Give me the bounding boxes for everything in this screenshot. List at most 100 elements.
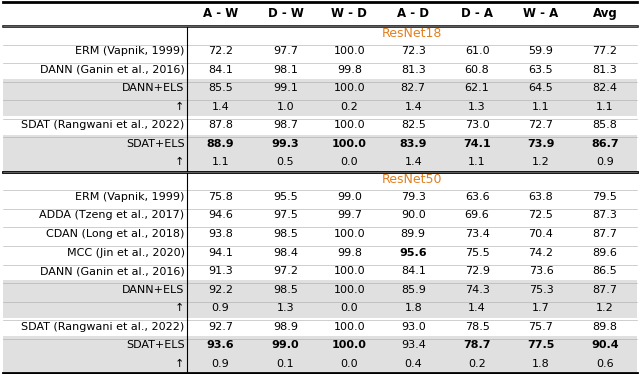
Text: 63.5: 63.5 — [529, 65, 554, 75]
Text: 98.1: 98.1 — [273, 65, 298, 75]
Text: ↑: ↑ — [175, 359, 184, 369]
Text: 1.7: 1.7 — [532, 303, 550, 313]
Text: 60.8: 60.8 — [465, 65, 490, 75]
Text: 1.2: 1.2 — [532, 157, 550, 168]
Bar — [3, 225, 637, 243]
Text: 64.5: 64.5 — [529, 83, 554, 93]
Text: D - A: D - A — [461, 7, 493, 21]
Text: 1.8: 1.8 — [404, 303, 422, 313]
Text: SDAT (Rangwani et al., 2022): SDAT (Rangwani et al., 2022) — [21, 120, 184, 131]
Text: 79.5: 79.5 — [593, 192, 618, 202]
Text: ERM (Vapnik, 1999): ERM (Vapnik, 1999) — [75, 46, 184, 56]
Text: 85.5: 85.5 — [208, 83, 233, 93]
Text: 82.4: 82.4 — [593, 83, 618, 93]
Bar — [3, 42, 637, 60]
Text: ↑: ↑ — [175, 303, 184, 313]
Bar — [3, 153, 637, 172]
Text: 70.4: 70.4 — [529, 229, 554, 239]
Text: 95.6: 95.6 — [399, 248, 427, 258]
Text: 73.6: 73.6 — [529, 266, 554, 276]
Text: 98.9: 98.9 — [273, 322, 298, 332]
Text: 0.1: 0.1 — [276, 359, 294, 369]
Text: CDAN (Long et al., 2018): CDAN (Long et al., 2018) — [46, 229, 184, 239]
Text: 98.4: 98.4 — [273, 248, 298, 258]
Bar — [3, 187, 637, 206]
Text: 0.0: 0.0 — [340, 359, 358, 369]
Text: 93.0: 93.0 — [401, 322, 426, 332]
Text: 81.3: 81.3 — [593, 65, 617, 75]
Text: 63.6: 63.6 — [465, 192, 490, 202]
Text: 82.5: 82.5 — [401, 120, 426, 131]
Text: DANN+ELS: DANN+ELS — [122, 285, 184, 295]
Text: 0.6: 0.6 — [596, 359, 614, 369]
Text: 74.2: 74.2 — [529, 248, 554, 258]
Text: 78.5: 78.5 — [465, 322, 490, 332]
Bar — [3, 355, 637, 373]
Text: 99.0: 99.0 — [271, 340, 300, 350]
Text: ↑: ↑ — [175, 102, 184, 112]
Text: 69.6: 69.6 — [465, 211, 490, 220]
Text: 97.7: 97.7 — [273, 46, 298, 56]
Text: 74.1: 74.1 — [463, 139, 491, 149]
Text: 79.3: 79.3 — [401, 192, 426, 202]
Text: 77.2: 77.2 — [593, 46, 618, 56]
Bar — [3, 206, 637, 225]
Text: 95.5: 95.5 — [273, 192, 298, 202]
Text: 1.3: 1.3 — [468, 102, 486, 112]
Text: ADDA (Tzeng et al., 2017): ADDA (Tzeng et al., 2017) — [40, 211, 184, 220]
Text: 1.1: 1.1 — [596, 102, 614, 112]
Text: 78.7: 78.7 — [463, 340, 491, 350]
Text: 94.1: 94.1 — [208, 248, 233, 258]
Text: ResNet18: ResNet18 — [381, 27, 442, 40]
Bar — [3, 116, 637, 135]
Text: 99.0: 99.0 — [337, 192, 362, 202]
Text: 84.1: 84.1 — [208, 65, 233, 75]
Text: 75.7: 75.7 — [529, 322, 554, 332]
Bar — [3, 172, 637, 187]
Text: 75.8: 75.8 — [208, 192, 233, 202]
Text: 1.2: 1.2 — [596, 303, 614, 313]
Text: 75.5: 75.5 — [465, 248, 490, 258]
Text: 0.0: 0.0 — [340, 157, 358, 168]
Text: 87.8: 87.8 — [208, 120, 233, 131]
Text: 75.3: 75.3 — [529, 285, 554, 295]
Bar — [3, 336, 637, 355]
Text: 1.0: 1.0 — [276, 102, 294, 112]
Text: 0.5: 0.5 — [276, 157, 294, 168]
Text: 0.2: 0.2 — [340, 102, 358, 112]
Text: Avg: Avg — [593, 7, 617, 21]
Text: 84.1: 84.1 — [401, 266, 426, 276]
Text: D - W: D - W — [268, 7, 303, 21]
Bar — [3, 26, 637, 42]
Text: 89.8: 89.8 — [593, 322, 618, 332]
Text: A - W: A - W — [203, 7, 238, 21]
Text: 72.2: 72.2 — [208, 46, 233, 56]
Text: 97.2: 97.2 — [273, 266, 298, 276]
Text: W - A: W - A — [524, 7, 559, 21]
Text: 89.9: 89.9 — [401, 229, 426, 239]
Bar — [3, 98, 637, 116]
Text: 90.0: 90.0 — [401, 211, 426, 220]
Text: 93.8: 93.8 — [208, 229, 233, 239]
Text: 81.3: 81.3 — [401, 65, 426, 75]
Text: 61.0: 61.0 — [465, 46, 490, 56]
Text: 90.4: 90.4 — [591, 340, 619, 350]
Text: 74.3: 74.3 — [465, 285, 490, 295]
Text: 73.4: 73.4 — [465, 229, 490, 239]
Text: 88.9: 88.9 — [207, 139, 234, 149]
Text: 0.9: 0.9 — [596, 157, 614, 168]
Text: 59.9: 59.9 — [529, 46, 554, 56]
Text: 99.8: 99.8 — [337, 248, 362, 258]
Bar — [3, 318, 637, 336]
Text: 1.1: 1.1 — [532, 102, 550, 112]
Text: 97.5: 97.5 — [273, 211, 298, 220]
Bar — [3, 2, 637, 26]
Text: 87.3: 87.3 — [593, 211, 618, 220]
Text: 100.0: 100.0 — [333, 322, 365, 332]
Text: 82.7: 82.7 — [401, 83, 426, 93]
Text: 100.0: 100.0 — [333, 266, 365, 276]
Text: 1.4: 1.4 — [468, 303, 486, 313]
Text: ↑: ↑ — [175, 157, 184, 168]
Text: 98.5: 98.5 — [273, 229, 298, 239]
Text: 72.9: 72.9 — [465, 266, 490, 276]
